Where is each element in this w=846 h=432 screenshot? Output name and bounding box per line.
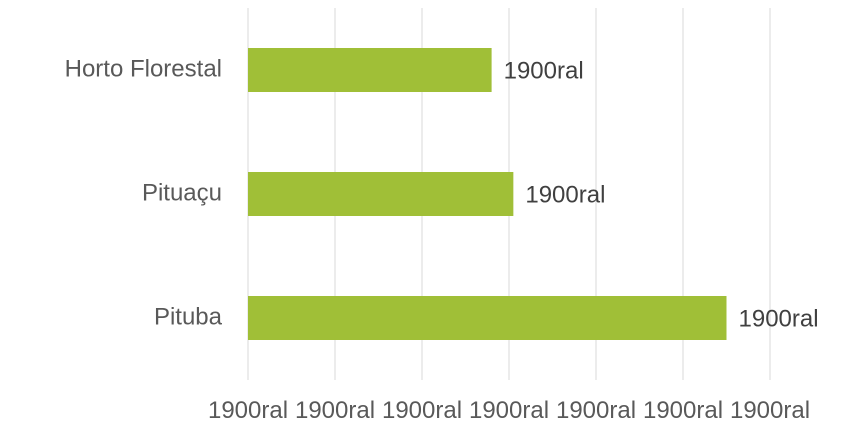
x-tick-label-1: 1900ral [295, 397, 375, 424]
x-tick-label-0: 1900ral [208, 397, 288, 424]
data-labels: 1900ral 1900ral 1900ral [504, 57, 819, 332]
x-tick-label-5: 1900ral [643, 397, 723, 424]
data-label-1: 1900ral [525, 181, 605, 208]
x-tick-label-6: 1900ral [730, 397, 810, 424]
data-label-0: 1900ral [504, 57, 584, 84]
category-label-1: Pituaçu [142, 179, 222, 206]
bar-0 [248, 48, 492, 92]
bar-1 [248, 172, 514, 216]
x-tick-label-2: 1900ral [382, 397, 462, 424]
x-tick-label-3: 1900ral [469, 397, 549, 424]
category-label-2: Pituba [154, 303, 223, 330]
category-label-0: Horto Florestal [65, 55, 222, 82]
bar-2 [248, 296, 727, 340]
x-tick-labels: 1900ral 1900ral 1900ral 1900ral 1900ral 1900r… [208, 397, 810, 424]
bars [248, 48, 727, 340]
data-label-2: 1900ral [739, 305, 819, 332]
x-tick-label-4: 1900ral [556, 397, 636, 424]
category-labels: Horto Florestal Pituaçu Pituba [65, 55, 223, 330]
